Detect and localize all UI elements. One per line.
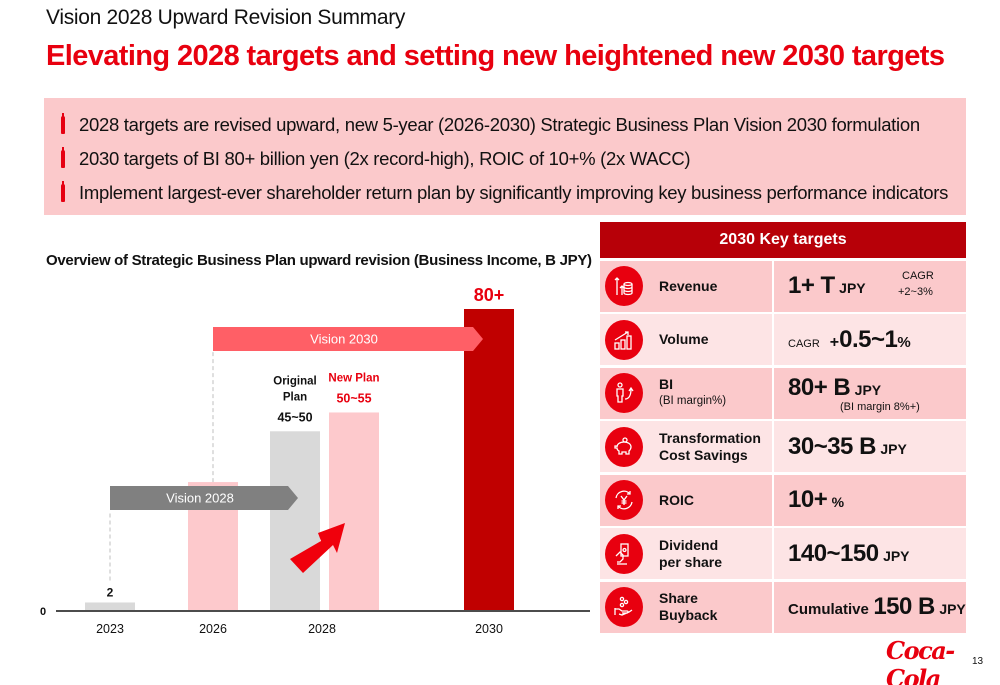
vision-2030-arrow-label: Vision 2030 — [310, 332, 378, 347]
y-zero-label: 0 — [40, 606, 46, 618]
hand-banknote-icon — [605, 533, 643, 574]
key-target-label-line2: Cost Savings — [659, 446, 748, 463]
bar-2028-3 — [329, 412, 379, 610]
volume-growth-chart-icon — [605, 319, 643, 360]
key-target-value: 0.5~1 — [839, 325, 898, 353]
data-label-2023: 2 — [107, 585, 114, 599]
key-target-value: 80+ B — [788, 373, 851, 401]
key-targets-title: 2030 Key targets — [600, 222, 966, 258]
key-target-unit: % — [897, 333, 911, 351]
bottle-icon — [61, 147, 65, 168]
key-target-row-volume: Volume CAGR +0.5~1% — [600, 314, 966, 365]
key-target-label: BI — [659, 376, 673, 392]
piggy-bank-icon — [605, 426, 643, 467]
key-target-label: Share — [659, 590, 698, 606]
key-target-prefix: CAGR — [788, 337, 820, 350]
summary-item: Implement largest-ever shareholder retur… — [44, 179, 948, 207]
key-target-value: 30~35 B — [788, 432, 876, 460]
key-target-value: 140~150 — [788, 539, 879, 567]
key-target-row-roic: ROIC 10+ % — [600, 474, 966, 526]
bottle-icon — [61, 181, 65, 202]
data-label-original-value: 45~50 — [277, 410, 312, 424]
key-target-unit: JPY — [880, 440, 907, 457]
data-label-original-title-2: Plan — [283, 391, 307, 403]
x-tick-label-2030: 2030 — [475, 622, 503, 636]
yen-cycle-icon — [605, 480, 643, 520]
x-tick-label-2023: 2023 — [96, 622, 124, 636]
key-target-label-line2: per share — [659, 553, 723, 570]
key-target-unit: JPY — [883, 547, 910, 564]
x-tick-label-2026: 2026 — [199, 622, 227, 636]
summary-item: 2030 targets of BI 80+ billion yen (2x r… — [44, 145, 691, 173]
key-target-note: CAGR — [902, 269, 934, 282]
key-target-row-buyback: Share Buyback Cumulative 150 B JPY — [600, 581, 966, 633]
summary-text: 2030 targets of BI 80+ billion yen (2x r… — [79, 148, 691, 169]
key-target-value: 10+ — [788, 486, 828, 513]
summary-item: 2028 targets are revised upward, new 5-y… — [44, 111, 920, 139]
coca-cola-logo: Coca-Cola BOTTLERS JAPAN HOLDINGS INC. — [886, 637, 964, 685]
bar-2030-4 — [464, 309, 514, 610]
key-target-sign: + — [829, 333, 840, 351]
key-target-row-transformation: Transformation Cost Savings 30~35 B JPY — [600, 421, 966, 472]
slide-subtitle: Vision 2028 Upward Revision Summary — [46, 6, 406, 29]
data-label-new-title: New Plan — [328, 372, 379, 384]
key-target-row-dividend: Dividend per share 140~150 JPY — [600, 528, 966, 579]
page-number: 13 — [972, 656, 984, 667]
key-target-prefix: Cumulative — [788, 601, 869, 618]
bar-2028-2 — [270, 431, 320, 610]
key-target-row-revenue: Revenue 1+ T JPY CAGR +2~3% — [600, 260, 966, 312]
data-label-2030: 80+ — [474, 285, 505, 305]
slide-headline: Elevating 2028 targets and setting new h… — [46, 40, 945, 72]
key-target-label: Revenue — [659, 277, 718, 294]
key-targets-table: 2030 Key targets Revenue 1+ T JPY CAGR +… — [600, 222, 966, 633]
key-target-value: 150 B — [873, 593, 935, 620]
key-target-label: Dividend — [659, 536, 719, 553]
vision-2028-arrow — [110, 486, 298, 510]
key-target-label: Transformation — [659, 429, 761, 446]
bottle-icon — [61, 113, 65, 134]
person-growth-icon — [605, 373, 643, 413]
data-label-new-value: 50~55 — [336, 391, 371, 405]
vision-2030-arrow — [213, 327, 483, 351]
key-target-unit: JPY — [939, 601, 966, 617]
key-target-note: (BI margin 8%+) — [840, 400, 920, 413]
key-target-unit: % — [831, 494, 845, 510]
key-target-unit: JPY — [854, 381, 882, 398]
upward-revision-arrow — [290, 523, 345, 573]
summary-box: 2028 targets are revised upward, new 5-y… — [44, 98, 966, 215]
chart-title: Overview of Strategic Business Plan upwa… — [46, 252, 592, 269]
key-target-label: Volume — [659, 331, 709, 347]
x-tick-label-2028: 2028 — [308, 622, 336, 636]
summary-text: 2028 targets are revised upward, new 5-y… — [79, 114, 920, 135]
key-target-value: 1+ T — [788, 272, 835, 299]
vision-2028-arrow-label: Vision 2028 — [166, 491, 234, 506]
key-target-label-line2: Buyback — [659, 607, 718, 623]
key-target-note: +2~3% — [898, 285, 933, 298]
logo-wordmark: Coca-Cola — [886, 636, 955, 685]
key-target-sublabel: (BI margin%) — [659, 395, 727, 407]
summary-text: Implement largest-ever shareholder retur… — [79, 182, 949, 203]
revenue-coins-icon — [605, 266, 643, 306]
key-target-label: ROIC — [659, 491, 694, 508]
data-label-original-title: Original — [273, 375, 316, 387]
key-target-row-bi: BI (BI margin%) 80+ B JPY (BI margin 8%+) — [600, 367, 966, 419]
hand-coins-icon — [605, 587, 643, 627]
bar-2023-0 — [85, 602, 135, 610]
business-income-chart: Vision 2028 Vision 2030 0 2023 2026 2028 2030 2… — [40, 285, 590, 636]
key-target-unit: JPY — [839, 280, 866, 296]
